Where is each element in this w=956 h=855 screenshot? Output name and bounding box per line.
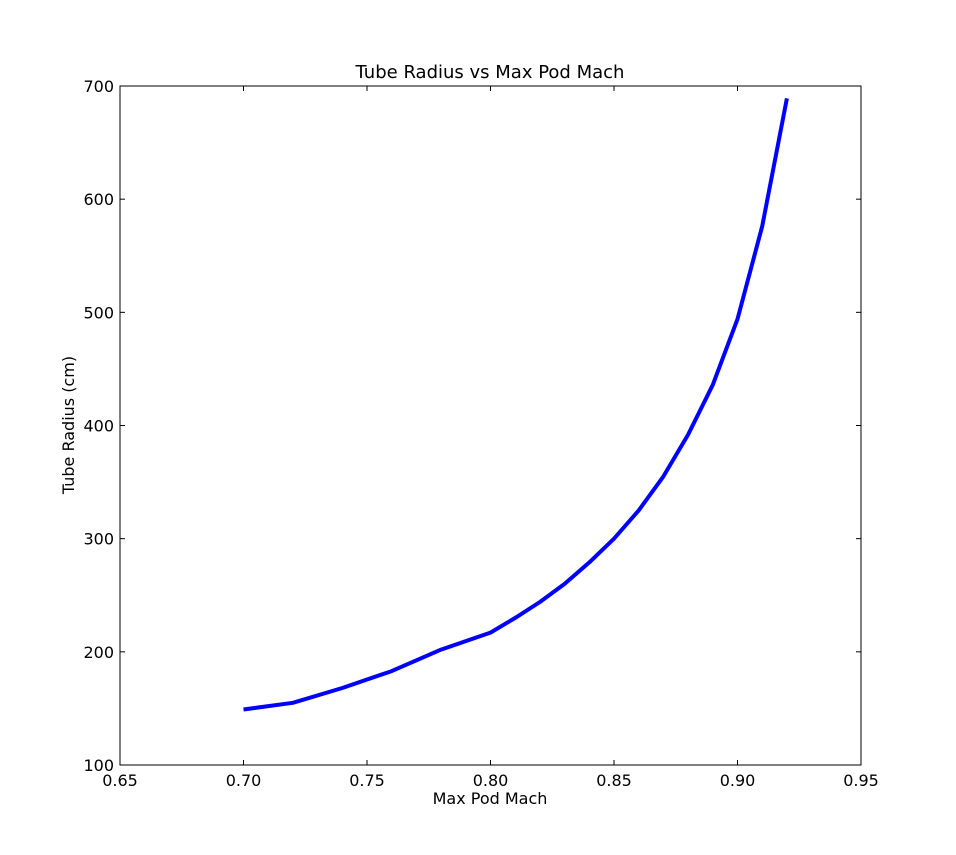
x-tick-label: 0.85 [596,771,632,790]
y-tick-label: 100 [83,756,114,775]
plot-frame [119,85,862,766]
y-tick-label: 200 [83,643,114,662]
y-tick-label: 500 [83,303,114,322]
x-axis-label: Max Pod Mach [433,789,548,808]
y-axis-label: Tube Radius (cm) [59,356,78,495]
x-tick-label: 0.75 [349,771,385,790]
chart-title: Tube Radius vs Max Pod Mach [355,62,625,83]
x-tick-label: 0.70 [226,771,262,790]
x-tick-label: 0.65 [102,771,138,790]
y-tick-label: 700 [83,77,114,96]
x-tick-label: 0.80 [473,771,509,790]
x-tick-label: 0.90 [720,771,756,790]
y-tick-label: 400 [83,417,114,436]
series-line-1 [243,98,789,712]
x-tick-label: 0.95 [843,771,879,790]
y-tick-label: 300 [83,530,114,549]
y-tick-label: 600 [83,190,114,209]
plot-area: 0.65 0.70 0.75 0.80 0.85 0.90 0.95 100 200 300 400… [83,77,878,790]
